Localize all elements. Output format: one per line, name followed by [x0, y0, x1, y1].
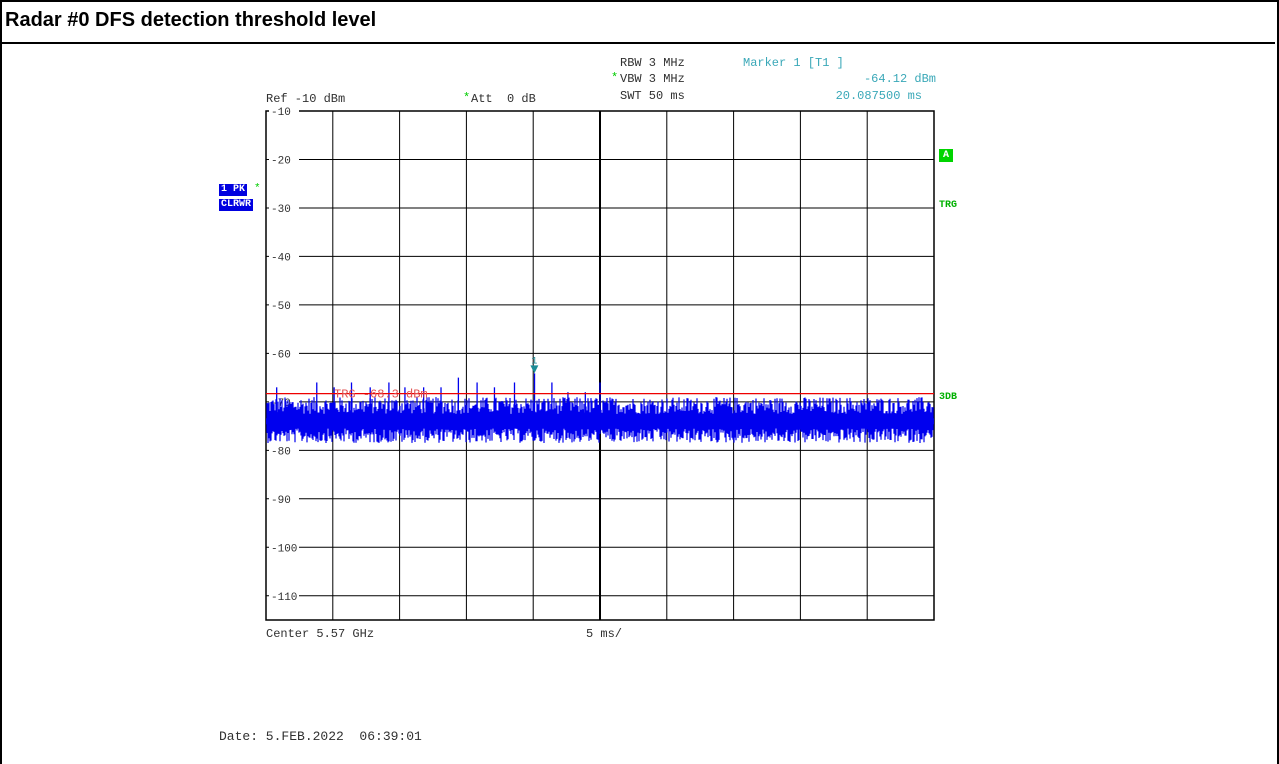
marker-level: -64.12 dBm	[863, 72, 936, 86]
three-db-indicator: 3DB	[939, 392, 958, 403]
trace-mode-badge: CLRWR	[219, 199, 254, 211]
y-tick-label: -40	[271, 252, 291, 264]
marker-label: Marker 1 [T1 ]	[743, 56, 844, 70]
marker-triangle	[530, 365, 539, 374]
y-tick-label: -110	[271, 592, 297, 604]
marker-number: 1	[531, 356, 537, 367]
y-tick-label: -80	[271, 446, 291, 458]
time-per-division: 5 ms/	[586, 627, 623, 641]
y-tick-label: -50	[271, 301, 291, 313]
y-tick-label-bg	[269, 153, 299, 166]
y-tick-label: -10	[271, 107, 291, 119]
y-tick-label-bg	[269, 492, 299, 505]
vbw-readout: VBW 3 MHz	[620, 72, 685, 86]
y-tick-label-bg	[269, 105, 299, 117]
y-tick-label: -100	[271, 543, 297, 555]
trigger-indicator: TRG	[939, 200, 958, 211]
ref-level: Ref -10 dBm	[266, 92, 346, 106]
vbw-star: *	[611, 71, 619, 85]
capture-date: Date: 5.FEB.2022 06:39:01	[219, 729, 422, 744]
y-tick-label-bg	[269, 298, 299, 311]
center-frequency: Center 5.57 GHz	[266, 627, 375, 641]
page-title: Radar #0 DFS detection threshold level	[5, 9, 377, 31]
y-tick-label-bg	[269, 201, 299, 214]
rbw-readout: RBW 3 MHz	[620, 56, 685, 70]
title-bar: Radar #0 DFS detection threshold level	[0, 0, 1275, 44]
swt-readout: SWT 50 ms	[620, 89, 685, 103]
y-tick-label-bg	[269, 444, 299, 457]
y-tick-label: -30	[271, 204, 291, 216]
marker-time: 20.087500 ms	[835, 89, 922, 103]
y-tick-label-bg	[269, 589, 299, 602]
trace-a-badge: A	[939, 149, 954, 162]
trace-star: *	[254, 183, 261, 195]
attenuation: Att 0 dB	[471, 92, 536, 106]
threshold-label: TRG -68.3 dBm	[334, 388, 428, 402]
att-star: *	[463, 91, 471, 105]
y-tick-label-bg	[269, 347, 299, 360]
y-tick-label: -20	[271, 155, 291, 167]
y-tick-label-bg	[269, 541, 299, 554]
y-tick-label-bg	[269, 250, 299, 263]
y-tick-label: -60	[271, 349, 291, 361]
y-tick-label: -90	[271, 495, 291, 507]
trace-detector-badge: 1 PK	[219, 184, 248, 196]
